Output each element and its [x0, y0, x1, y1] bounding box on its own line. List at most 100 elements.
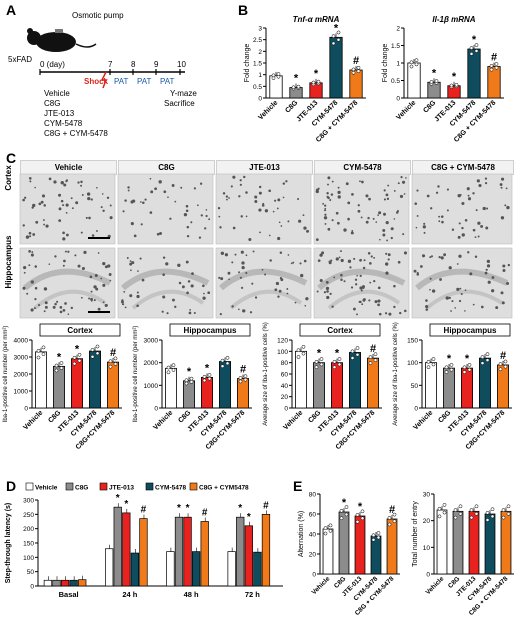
bar: [174, 516, 184, 587]
mouse-icon: [27, 28, 97, 52]
microglia-cell: [180, 186, 183, 189]
microglia-cell: [130, 269, 132, 272]
data-point: [90, 354, 95, 359]
microglia-cell: [368, 299, 371, 302]
microglia-cell: [275, 281, 280, 286]
significance-mark: *: [247, 512, 251, 523]
data-point: [323, 531, 328, 536]
microglia-cell: [359, 286, 363, 290]
microglia-cell: [279, 251, 283, 254]
microglia-cell: [315, 238, 319, 241]
microglia-cell: [122, 210, 125, 213]
microglia-cell: [326, 290, 329, 293]
data-point: [503, 364, 508, 369]
microglia-cell: [485, 268, 488, 271]
bar: [89, 350, 101, 409]
microglia-cell: [45, 224, 49, 228]
y-tick-label: 30: [423, 492, 431, 499]
microglia-cell: [324, 222, 327, 225]
microglia-cell: [231, 261, 234, 264]
microglia-cell: [482, 206, 486, 211]
data-point: [449, 363, 454, 367]
microglia-cell: [500, 216, 505, 220]
microglia-cell: [127, 189, 130, 192]
significance-mark: #: [141, 505, 147, 516]
microglia-cell: [361, 285, 366, 289]
data-point: [485, 518, 490, 522]
data-point: [336, 30, 341, 35]
data-point: [291, 85, 296, 90]
microglia-cell: [287, 220, 290, 223]
microglia-cell: [70, 306, 74, 310]
microglia-cell: [282, 182, 286, 185]
data-point: [503, 359, 508, 364]
data-point: [489, 64, 494, 68]
microglia-cell: [287, 254, 290, 256]
microglia-cell: [52, 305, 56, 309]
microglia-cell: [65, 179, 68, 183]
bar: [236, 516, 245, 587]
microglia-cell: [472, 192, 475, 195]
data-point: [429, 80, 434, 84]
microglia-cell: [277, 236, 281, 241]
y-tick-label: 50: [27, 569, 35, 576]
microglia-cell: [95, 287, 99, 291]
microglia-cell: [302, 214, 305, 217]
microglia-cell: [486, 259, 490, 263]
microglia-cell: [315, 189, 319, 194]
chart-il1b: Il-1β mRNA 0 0.5 1 1.5 2 Fold change Vehicle * C8…: [382, 15, 504, 144]
microglia-cell: [323, 216, 328, 220]
microglia-cell: [485, 226, 489, 230]
microglia-cell: [186, 291, 189, 295]
microglia-cell: [28, 177, 32, 180]
microglia-cell: [405, 177, 407, 179]
microglia-cell: [285, 180, 288, 183]
microglia-cell: [343, 280, 346, 283]
data-point: [311, 80, 316, 85]
x-tick-label: Vehicle: [22, 409, 44, 431]
microglia-cell: [290, 262, 293, 265]
data-point: [184, 381, 189, 386]
microglia-cell: [142, 201, 145, 204]
bar: [43, 579, 53, 587]
microglia-cell: [202, 284, 205, 288]
microglia-cell: [423, 231, 426, 234]
chart-title: Cortex: [67, 326, 93, 335]
microglia-cell: [323, 291, 327, 294]
data-point: [426, 359, 431, 364]
microglia-cell: [91, 234, 95, 237]
data-point: [331, 41, 336, 46]
microglia-cell: [249, 311, 253, 314]
microglia-cell: [222, 192, 226, 195]
microglia-cell: [361, 180, 364, 184]
microglia-cell: [193, 311, 196, 314]
microglia-cell: [500, 186, 503, 189]
micrograph-grid: Cortex Hippocampus Vehicle C8G JTE-013 C…: [0, 160, 520, 320]
microglia-cell: [403, 251, 408, 255]
bar: [183, 380, 195, 409]
microglia-cell: [104, 265, 108, 269]
data-point: [301, 344, 306, 349]
microglia-cell: [241, 265, 245, 270]
microglia-cell: [121, 303, 125, 306]
microglia-cell: [88, 216, 91, 220]
data-point: [319, 362, 324, 367]
y-tick-label: 100: [407, 360, 418, 367]
microglia-cell: [44, 301, 48, 305]
title-box: [429, 323, 511, 337]
microglia-cell: [80, 180, 83, 184]
data-point: [409, 64, 414, 69]
y-tick-label: 1.5: [253, 61, 262, 68]
microglia-cell: [414, 202, 418, 205]
chart-title: Hippocampus: [444, 326, 497, 335]
data-point: [454, 82, 459, 87]
microglia-cell: [24, 196, 27, 199]
data-point: [113, 356, 118, 361]
data-point: [434, 79, 439, 83]
microglia-cell: [372, 217, 375, 220]
y-axis-label: Average size of Iba-1-positive cells (%): [393, 322, 399, 426]
microglia-cell: [487, 280, 491, 284]
y-tick-label: 0: [24, 406, 28, 413]
microglia-cell: [325, 280, 329, 284]
microglia-cell: [44, 305, 48, 309]
